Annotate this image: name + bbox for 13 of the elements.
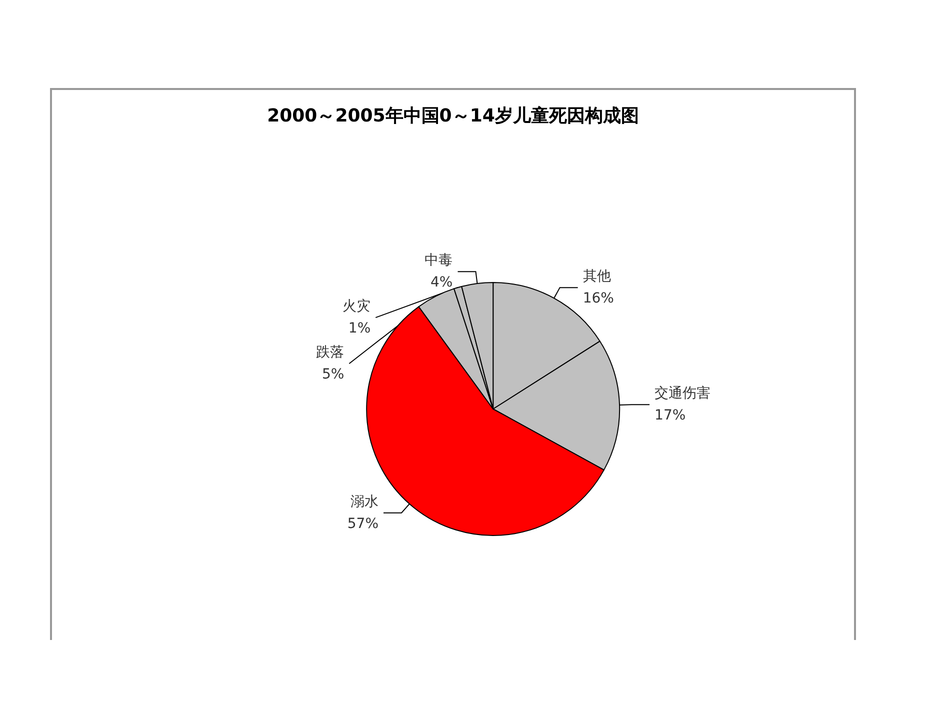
- slice-label: 火灾: [342, 298, 371, 315]
- slice-label: 中毒: [424, 252, 453, 269]
- data-label: 5%: [322, 366, 344, 383]
- chart-title: 2000～2005年中国0～14岁儿童死因构成图: [267, 106, 639, 126]
- data-label: 1%: [348, 320, 371, 337]
- data-label: 16%: [582, 290, 614, 307]
- data-label: 4%: [430, 274, 453, 291]
- slice-label: 其他: [582, 268, 611, 285]
- slice-label: 溺水: [350, 494, 379, 510]
- slice-label: 跌落: [316, 344, 344, 361]
- slice-label: 交通伤害: [654, 386, 711, 402]
- data-label: 17%: [654, 408, 686, 424]
- data-label: 57%: [347, 516, 379, 532]
